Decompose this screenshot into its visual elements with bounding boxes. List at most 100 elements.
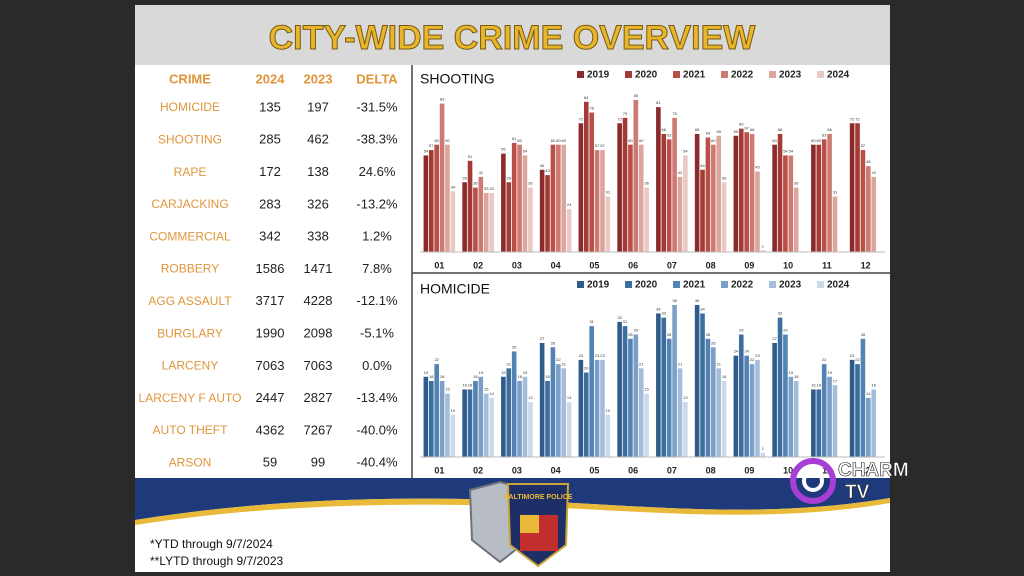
- value-label: 33: [484, 186, 489, 191]
- value-label: 16: [871, 383, 876, 388]
- bar: [506, 182, 512, 252]
- table-cell: 2098: [304, 326, 333, 341]
- legend-label: 2020: [635, 280, 658, 291]
- value-label: 28: [861, 332, 866, 337]
- value-label: 36: [794, 181, 799, 186]
- value-label: 19: [523, 370, 528, 375]
- value-label: 60: [628, 138, 633, 143]
- table-header: 2023: [304, 71, 333, 86]
- value-label: 60: [817, 138, 822, 143]
- value-label: 36: [695, 298, 700, 303]
- value-label: 22: [434, 357, 439, 362]
- table-cell: 7267: [304, 422, 333, 437]
- value-label: 23: [755, 353, 760, 358]
- bar: [617, 123, 622, 252]
- crime-name: COMMERCIAL: [149, 229, 231, 243]
- value-label: 60: [639, 138, 644, 143]
- value-label: 18: [722, 374, 727, 379]
- bar: [788, 376, 794, 457]
- value-label: 18: [517, 374, 522, 379]
- x-tick-label: 12: [861, 465, 871, 475]
- legend-swatch: [625, 281, 632, 288]
- table-cell: 1471: [304, 261, 333, 276]
- value-label: 48: [866, 159, 871, 164]
- table-cell: -5.1%: [360, 326, 394, 341]
- value-label: 60: [561, 138, 566, 143]
- value-label: 21: [678, 361, 683, 366]
- bar: [622, 326, 628, 457]
- legend-swatch: [673, 281, 680, 288]
- table-cell: 99: [311, 455, 325, 470]
- bar: [783, 155, 788, 252]
- crime-name: AGG ASSAULT: [148, 294, 232, 308]
- bar: [583, 372, 589, 457]
- table-cell: 1.2%: [362, 229, 392, 244]
- bar: [550, 347, 556, 457]
- value-label: 10: [606, 408, 611, 413]
- value-label: 42: [871, 170, 876, 175]
- bar: [511, 142, 517, 252]
- value-label: 28: [706, 332, 711, 337]
- x-tick-label: 09: [744, 465, 754, 475]
- bar: [721, 182, 727, 252]
- value-label: 13: [683, 395, 688, 400]
- bar: [550, 144, 556, 252]
- legend-swatch: [817, 281, 824, 288]
- value-label: 16: [468, 383, 473, 388]
- value-label: 57: [595, 143, 600, 148]
- value-label: 57: [600, 143, 605, 148]
- legend-swatch: [673, 71, 680, 78]
- table-cell: 1990: [256, 326, 285, 341]
- bar: [866, 166, 871, 252]
- value-label: 63: [667, 132, 672, 137]
- x-tick-label: 07: [667, 465, 677, 475]
- bar: [489, 192, 494, 252]
- value-label: 54: [783, 148, 788, 153]
- value-label: 60: [445, 138, 450, 143]
- watermark-text: TV: [845, 482, 870, 503]
- table-cell: 7.8%: [362, 261, 392, 276]
- value-label: 66: [827, 127, 832, 132]
- bar: [561, 368, 567, 457]
- footer-stripe: [135, 498, 890, 525]
- bar: [506, 368, 512, 457]
- table-cell: 4362: [256, 422, 285, 437]
- bar: [583, 101, 589, 252]
- crime-name: BURGLARY: [157, 326, 223, 340]
- x-tick-label: 05: [589, 260, 599, 270]
- bar: [821, 364, 827, 457]
- value-label: 54: [683, 148, 688, 153]
- table-cell: 2827: [304, 390, 333, 405]
- value-label: 16: [811, 383, 816, 388]
- bar: [871, 176, 877, 252]
- legend-label: 2023: [779, 70, 802, 81]
- table-cell: 326: [307, 196, 329, 211]
- x-tick-label: 02: [473, 260, 483, 270]
- x-tick-label: 08: [706, 465, 716, 475]
- table-cell: -31.5%: [356, 99, 398, 114]
- table-cell: 462: [307, 132, 329, 147]
- value-label: 72: [855, 116, 860, 121]
- value-label: 54: [523, 148, 528, 153]
- table-cell: 172: [259, 164, 281, 179]
- table-cell: -40.0%: [356, 422, 398, 437]
- value-label: 60: [517, 138, 522, 143]
- value-label: 26: [711, 340, 716, 345]
- value-label: 83: [440, 97, 445, 102]
- bar: [589, 326, 594, 457]
- value-label: 36: [528, 181, 533, 186]
- bar: [644, 187, 649, 252]
- table-cell: 342: [259, 229, 281, 244]
- title-band: [135, 5, 890, 65]
- bar: [600, 359, 605, 457]
- bar: [832, 196, 838, 252]
- bar: [849, 359, 855, 457]
- badge-flag: [520, 515, 539, 533]
- bar: [462, 389, 467, 457]
- bar: [866, 397, 871, 457]
- bar: [656, 313, 661, 457]
- value-label: 36: [473, 181, 478, 186]
- chart-title: SHOOTING: [420, 71, 495, 87]
- bar: [434, 364, 439, 457]
- bar: [860, 150, 866, 252]
